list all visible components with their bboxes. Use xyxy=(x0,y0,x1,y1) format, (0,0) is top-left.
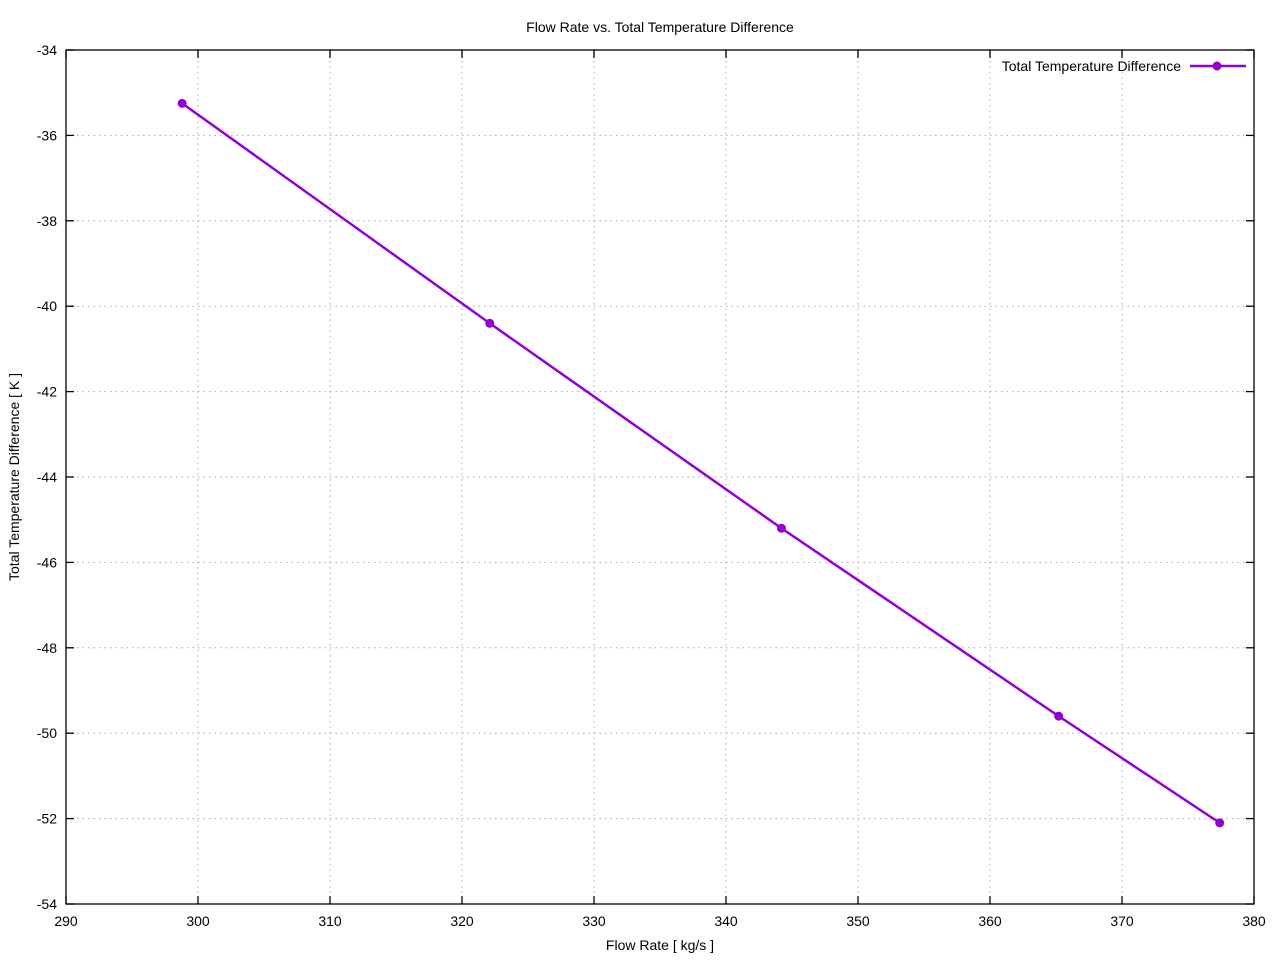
svg-text:-44: -44 xyxy=(37,469,57,485)
svg-text:-42: -42 xyxy=(37,384,57,400)
data-point-marker xyxy=(177,98,187,108)
chart-title: Flow Rate vs. Total Temperature Differen… xyxy=(526,19,794,35)
svg-text:-34: -34 xyxy=(37,42,57,58)
svg-text:-36: -36 xyxy=(37,127,57,143)
svg-text:380: 380 xyxy=(1242,913,1266,929)
svg-text:290: 290 xyxy=(54,913,78,929)
legend-line-sample-icon xyxy=(1190,61,1246,71)
svg-text:310: 310 xyxy=(318,913,342,929)
svg-text:-52: -52 xyxy=(37,811,57,827)
svg-text:350: 350 xyxy=(846,913,870,929)
svg-text:330: 330 xyxy=(582,913,606,929)
svg-text:-38: -38 xyxy=(37,213,57,229)
y-axis-label: Total Temperature Difference [ K ] xyxy=(6,372,22,582)
data-point-marker xyxy=(1054,711,1064,721)
svg-text:-50: -50 xyxy=(37,725,57,741)
svg-text:360: 360 xyxy=(978,913,1002,929)
y-tick-labels: -54 -52 -50 -48 -46 -44 -42 -40 -38 -36 -34 xyxy=(37,42,57,912)
svg-text:370: 370 xyxy=(1110,913,1134,929)
data-point-marker xyxy=(485,318,495,328)
data-series xyxy=(177,98,1225,828)
legend: Total Temperature Difference xyxy=(1002,57,1246,75)
x-axis-label: Flow Rate [ kg/s ] xyxy=(605,937,715,953)
data-point-marker xyxy=(1215,818,1225,828)
tick-marks xyxy=(65,49,1255,905)
svg-text:340: 340 xyxy=(714,913,738,929)
svg-text:320: 320 xyxy=(450,913,474,929)
svg-text:-48: -48 xyxy=(37,640,57,656)
svg-text:300: 300 xyxy=(186,913,210,929)
grid-lines xyxy=(66,50,1254,904)
svg-text:-40: -40 xyxy=(37,298,57,314)
legend-label: Total Temperature Difference xyxy=(1001,58,1181,74)
x-tick-labels: 290 300 310 320 330 340 350 360 370 380 xyxy=(54,913,1266,929)
series-line xyxy=(181,102,1221,824)
svg-text:-46: -46 xyxy=(37,554,57,570)
data-point-marker xyxy=(776,523,786,533)
svg-text:-54: -54 xyxy=(37,896,57,912)
